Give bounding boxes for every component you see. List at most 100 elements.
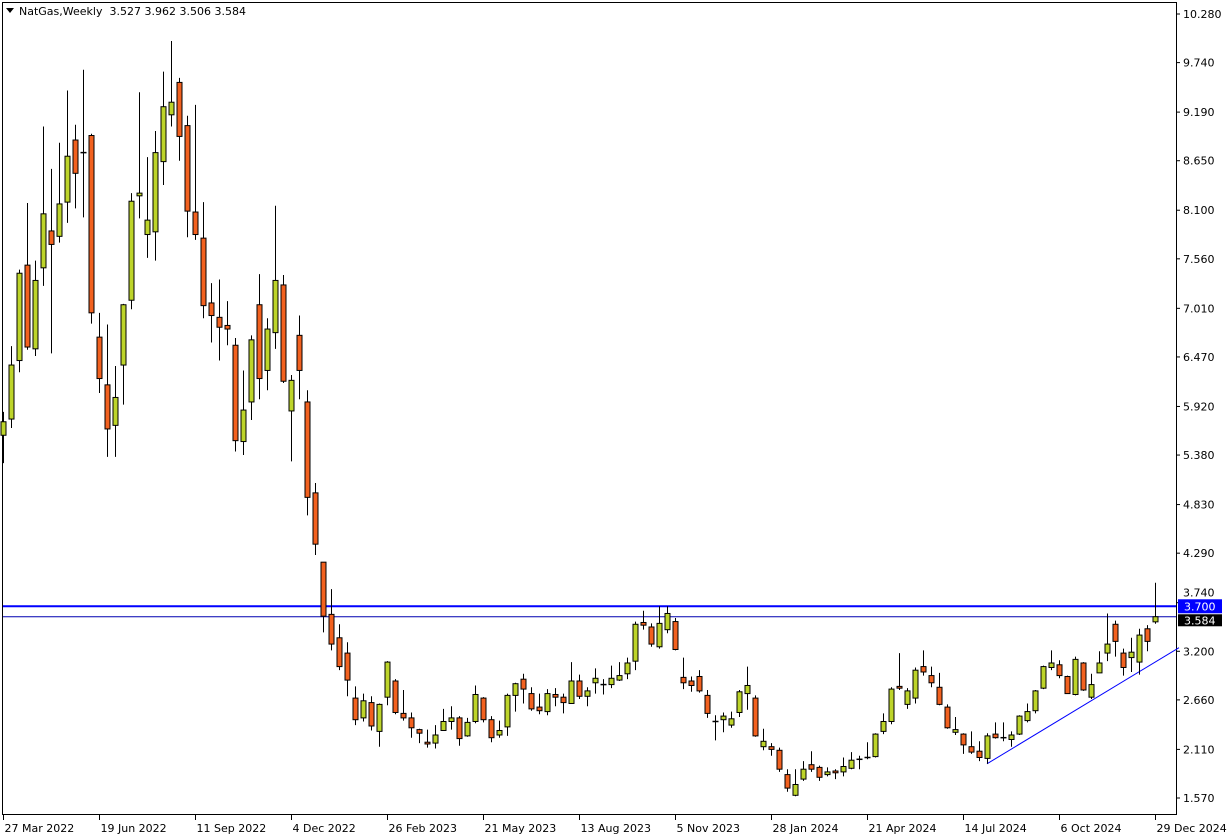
candle-body bbox=[424, 741, 431, 745]
candle-body bbox=[1152, 616, 1159, 623]
y-tick-label: 1.570 bbox=[1183, 792, 1215, 805]
candle-2024-08-18 bbox=[1000, 722, 1007, 742]
candle-body bbox=[296, 334, 303, 371]
candle-body bbox=[200, 237, 207, 307]
dropdown-triangle-icon[interactable] bbox=[6, 8, 14, 13]
candle-body bbox=[936, 686, 943, 705]
candle-2023-11-05 bbox=[672, 617, 679, 651]
candle-2024-12-01 bbox=[1120, 648, 1127, 676]
candle-body bbox=[680, 676, 687, 684]
candle-2024-06-30 bbox=[944, 704, 951, 729]
candle-body bbox=[512, 683, 519, 696]
candle-body bbox=[1144, 628, 1151, 642]
candle-2022-08-21 bbox=[168, 41, 175, 127]
candle-body bbox=[248, 339, 255, 403]
x-tick-label: 28 Jan 2024 bbox=[773, 822, 839, 835]
candle-2022-04-03 bbox=[8, 346, 15, 429]
candle-2022-08-28 bbox=[176, 77, 183, 161]
candle-2023-10-01 bbox=[632, 621, 639, 671]
candle-2024-03-10 bbox=[816, 765, 823, 781]
candle-body bbox=[944, 706, 951, 729]
candle-body bbox=[696, 675, 703, 692]
candle-2024-11-10 bbox=[1096, 651, 1103, 674]
candle-2022-06-19 bbox=[96, 312, 103, 393]
candle-2024-12-29 bbox=[1152, 582, 1159, 624]
candle-body bbox=[1112, 623, 1119, 642]
candle-body bbox=[0, 421, 7, 436]
candle-body bbox=[528, 693, 535, 710]
candle-2023-12-10 bbox=[712, 715, 719, 741]
candle-body bbox=[8, 364, 15, 420]
candle-2022-05-29 bbox=[72, 124, 79, 209]
candle-body bbox=[448, 717, 455, 722]
candle-2023-03-26 bbox=[416, 728, 423, 744]
candle-2024-04-21 bbox=[864, 742, 871, 760]
x-tick-label: 11 Sep 2022 bbox=[197, 822, 267, 835]
candle-body bbox=[1040, 666, 1047, 689]
candle-2023-12-24 bbox=[728, 711, 735, 728]
candle-body bbox=[456, 717, 463, 740]
candle-2023-07-09 bbox=[536, 693, 543, 715]
candle-body bbox=[1008, 734, 1015, 740]
candle-body bbox=[1024, 711, 1031, 722]
candle-body bbox=[776, 749, 783, 770]
candle-body bbox=[608, 677, 615, 686]
y-tick-label: 9.190 bbox=[1183, 106, 1215, 119]
x-tick-label: 29 Dec 2024 bbox=[1157, 822, 1227, 835]
candle-body bbox=[1104, 643, 1111, 654]
chart-header: NatGas,Weekly 3.527 3.962 3.506 3.584 bbox=[6, 5, 246, 18]
candle-body bbox=[728, 718, 735, 726]
candle-body bbox=[344, 652, 351, 681]
y-tick-label: 10.280 bbox=[1183, 8, 1222, 21]
candle-body bbox=[104, 384, 111, 430]
candle-body bbox=[1064, 675, 1071, 695]
candle-body bbox=[64, 155, 71, 203]
candle-body bbox=[768, 746, 775, 750]
candle-body bbox=[1016, 715, 1023, 735]
candle-body bbox=[704, 694, 711, 714]
candle-body bbox=[304, 401, 311, 498]
candle-body bbox=[584, 690, 591, 697]
candle-2023-06-04 bbox=[496, 720, 503, 738]
candle-2022-10-23 bbox=[240, 370, 247, 456]
candle-body bbox=[40, 213, 47, 269]
candle-body bbox=[576, 680, 583, 697]
candle-body bbox=[808, 764, 815, 770]
candle-2022-11-06 bbox=[256, 274, 263, 400]
candle-body bbox=[960, 733, 967, 746]
candle-body bbox=[264, 328, 271, 371]
y-tick-label: 6.470 bbox=[1183, 351, 1215, 364]
ohlc-readout: 3.527 3.962 3.506 3.584 bbox=[109, 5, 246, 18]
candle-2022-10-30 bbox=[248, 335, 255, 420]
candle-body bbox=[896, 685, 903, 689]
candle-body bbox=[640, 621, 647, 626]
candle-2024-08-25 bbox=[1008, 731, 1015, 747]
candle-body bbox=[16, 272, 23, 362]
x-tick-label: 14 Jul 2024 bbox=[965, 822, 1027, 835]
candle-2024-05-19 bbox=[896, 653, 903, 690]
candle-2023-07-02 bbox=[528, 687, 535, 711]
candle-body bbox=[840, 765, 847, 773]
candle-body bbox=[128, 200, 135, 301]
candle-body bbox=[368, 702, 375, 727]
y-tick-label: 8.100 bbox=[1183, 204, 1215, 217]
candle-2024-02-18 bbox=[792, 769, 799, 797]
candle-2024-10-13 bbox=[1064, 675, 1071, 695]
candle-2024-07-07 bbox=[952, 716, 959, 735]
candle-2022-03-27 bbox=[0, 411, 7, 464]
trendline-layer bbox=[986, 647, 1180, 765]
candle-2023-05-28 bbox=[488, 716, 495, 743]
candle-body bbox=[152, 152, 159, 233]
candle-body bbox=[760, 740, 767, 748]
candle-2022-05-01 bbox=[40, 126, 47, 286]
candle-2023-01-22 bbox=[344, 642, 351, 697]
candle-2024-05-26 bbox=[904, 688, 911, 709]
candle-body bbox=[392, 680, 399, 713]
candle-2022-04-10 bbox=[16, 269, 23, 373]
candle-2022-07-17 bbox=[128, 193, 135, 310]
candle-2022-07-24 bbox=[136, 92, 143, 219]
candle-2024-06-09 bbox=[920, 650, 927, 676]
candle-2022-10-09 bbox=[224, 301, 231, 346]
candle-2022-09-18 bbox=[200, 202, 207, 319]
